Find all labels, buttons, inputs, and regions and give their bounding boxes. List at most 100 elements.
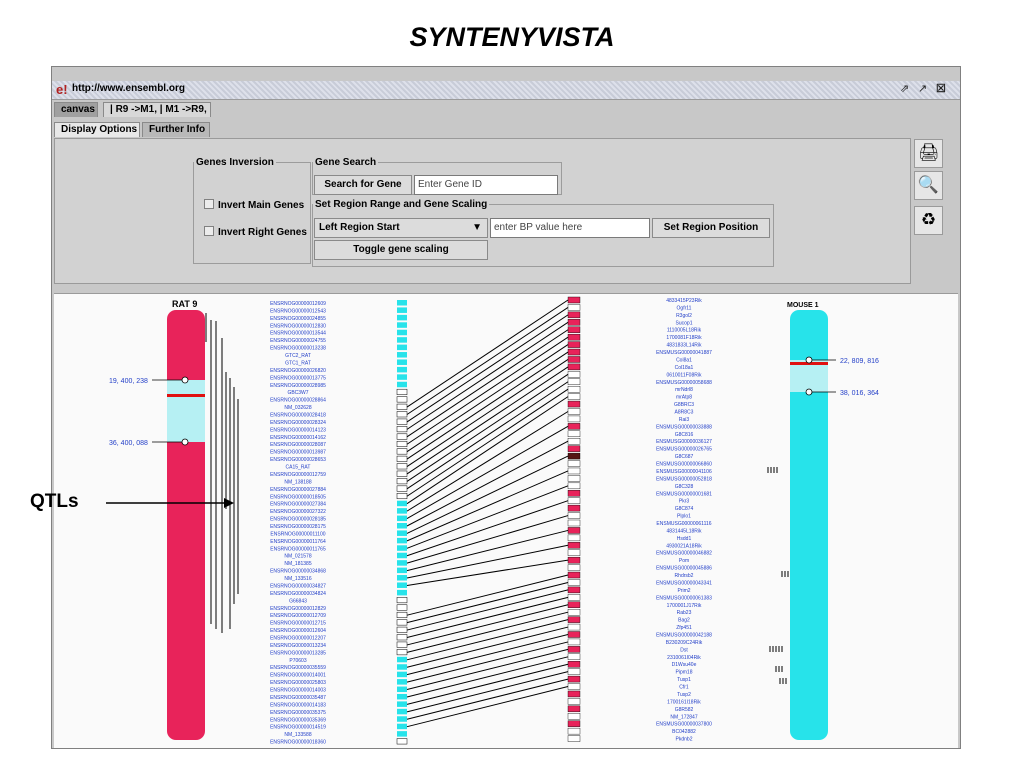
left-gene-box: [397, 671, 407, 678]
synteny-link: [406, 648, 569, 691]
tab-canvas[interactable]: canvas: [54, 102, 98, 117]
left-gene-box: [397, 500, 407, 507]
right-gene-box: [567, 616, 581, 623]
right-gene-box: [567, 631, 581, 638]
left-gene-label: ENSRNOG00000013238: [270, 346, 326, 352]
right-gene-box: [567, 586, 581, 594]
right-gene-box: [567, 690, 581, 698]
right-gene-box: [567, 348, 581, 356]
left-gene-label: ENSRNOG00000011100: [270, 531, 325, 537]
right-gene-label: Col18a1: [675, 365, 694, 371]
left-gene-box: [396, 619, 408, 626]
search-gene-button[interactable]: Search for Gene: [314, 175, 412, 195]
right-gene-box: [567, 683, 581, 690]
left-gene-label: ENSRNOG00000027384: [270, 502, 326, 508]
synteny-link: [406, 307, 569, 415]
left-position-label: 19, 400, 238: [109, 378, 148, 385]
invert-right-label: Invert Right Genes: [218, 227, 307, 238]
right-position-handle: [805, 388, 813, 396]
left-gene-box: [396, 440, 408, 447]
right-gene-box: [567, 675, 581, 683]
left-gene-box: [396, 626, 408, 633]
left-chrom-name: RAT 9: [172, 299, 197, 309]
left-gene-label: GTC2_RAT: [285, 353, 311, 359]
left-gene-box: [396, 649, 408, 656]
right-gene-label: 1700081F18Rik: [666, 335, 702, 341]
left-gene-label: ENSRNOG00000012709: [270, 613, 326, 619]
gene-id-input[interactable]: Enter Gene ID: [414, 175, 558, 195]
synteny-link: [406, 574, 569, 616]
left-gene-label: P70603: [289, 658, 306, 664]
right-gene-box: [567, 415, 581, 423]
right-gene-box: [567, 341, 581, 348]
window-titlebar: e! http://www.ensembl.org ⇗ ↗ ☒: [52, 81, 960, 100]
region-range-legend: Set Region Range and Gene Scaling: [315, 199, 488, 210]
set-region-button[interactable]: Set Region Position: [652, 218, 770, 238]
left-gene-box: [397, 300, 407, 306]
region-select[interactable]: Left Region Start ▼: [314, 218, 488, 238]
synteny-link: [406, 455, 569, 534]
left-gene-box: [396, 426, 408, 433]
toggle-scaling-button[interactable]: Toggle gene scaling: [314, 240, 488, 260]
close-icon[interactable]: ☒: [936, 83, 946, 95]
invert-right-checkbox[interactable]: Invert Right Genes: [204, 226, 307, 238]
left-gene-box: [397, 664, 407, 670]
right-gene-label: G8C328: [675, 484, 694, 490]
right-gene-box: [567, 497, 581, 504]
left-gene-box: [397, 381, 407, 388]
right-chromosome-bar: [790, 310, 828, 740]
minimize-icon[interactable]: ⇗: [900, 83, 910, 95]
gene-search-legend: Gene Search: [315, 157, 377, 168]
region-range-group: Set Region Range and Gene Scaling: [312, 199, 774, 267]
bp-value-input[interactable]: enter BP value here: [490, 218, 650, 238]
right-gene-label: Rai3: [679, 417, 690, 423]
right-gene-label: Pipm18: [676, 670, 693, 676]
left-gene-box: [397, 314, 407, 321]
synteny-link: [406, 634, 569, 676]
right-gene-label: ENSMUSG00000045886: [656, 566, 712, 572]
left-gene-label: GTC1_RAT: [285, 360, 311, 366]
left-gene-label: ENSRNOG00000012830: [270, 323, 326, 329]
right-gene-box: [567, 623, 581, 631]
synteny-link: [406, 626, 569, 668]
tab-species-pairs[interactable]: | R9 ->M1, | M1 ->R9,: [103, 102, 211, 117]
right-gene-box: [567, 319, 581, 326]
magnifier-icon[interactable]: 🔍: [914, 171, 943, 200]
printer-icon[interactable]: 🖨: [914, 139, 943, 168]
left-gene-box: [397, 582, 407, 588]
synteny-link: [406, 329, 569, 438]
synteny-link: [406, 485, 569, 549]
right-gene-box: [567, 542, 581, 549]
recycle-bin-icon[interactable]: ♻: [914, 206, 943, 235]
synteny-link: [406, 529, 569, 572]
right-gene-label: G8C816: [675, 432, 694, 438]
left-gene-box: [396, 388, 408, 395]
left-gene-box: [396, 403, 408, 410]
tab-display-options[interactable]: Display Options: [54, 122, 140, 137]
left-gene-box: [397, 708, 407, 715]
left-gene-box: [397, 523, 407, 529]
left-gene-label: ENSRNOG00000011765: [270, 546, 326, 552]
right-gene-label: 4831833L14Rik: [666, 343, 702, 349]
right-gene-label: 1110005L18Rik: [667, 328, 702, 334]
right-gene-label: ENSMUSG00000041106: [656, 469, 712, 475]
right-gene-box: [567, 423, 581, 430]
maximize-icon[interactable]: ↗: [918, 83, 928, 95]
left-gene-box: [397, 723, 407, 730]
left-gene-box: [397, 679, 407, 685]
left-region-highlight: [167, 380, 205, 442]
right-gene-label: Sucop1: [676, 320, 693, 326]
left-gene-box: [397, 508, 407, 514]
synteny-view[interactable]: RAT 9 19, 400, 238 36, 400, 088 MOUSE 1 22, …: [54, 294, 958, 748]
left-gene-label: ENSRNOG00000014519: [270, 725, 326, 731]
synteny-canvas[interactable]: RAT 9 19, 400, 238 36, 400, 088 MOUSE 1 22, …: [54, 293, 958, 748]
right-gene-box: [567, 363, 581, 371]
invert-main-checkbox[interactable]: Invert Main Genes: [204, 199, 304, 211]
right-gene-label: mrAtp8: [676, 395, 692, 401]
left-gene-box: [397, 716, 407, 722]
left-gene-box: [397, 352, 407, 358]
tab-further-info[interactable]: Further Info: [142, 122, 210, 137]
synteny-link: [406, 663, 569, 705]
right-gene-box: [567, 356, 581, 363]
left-gene-box: [396, 493, 408, 500]
